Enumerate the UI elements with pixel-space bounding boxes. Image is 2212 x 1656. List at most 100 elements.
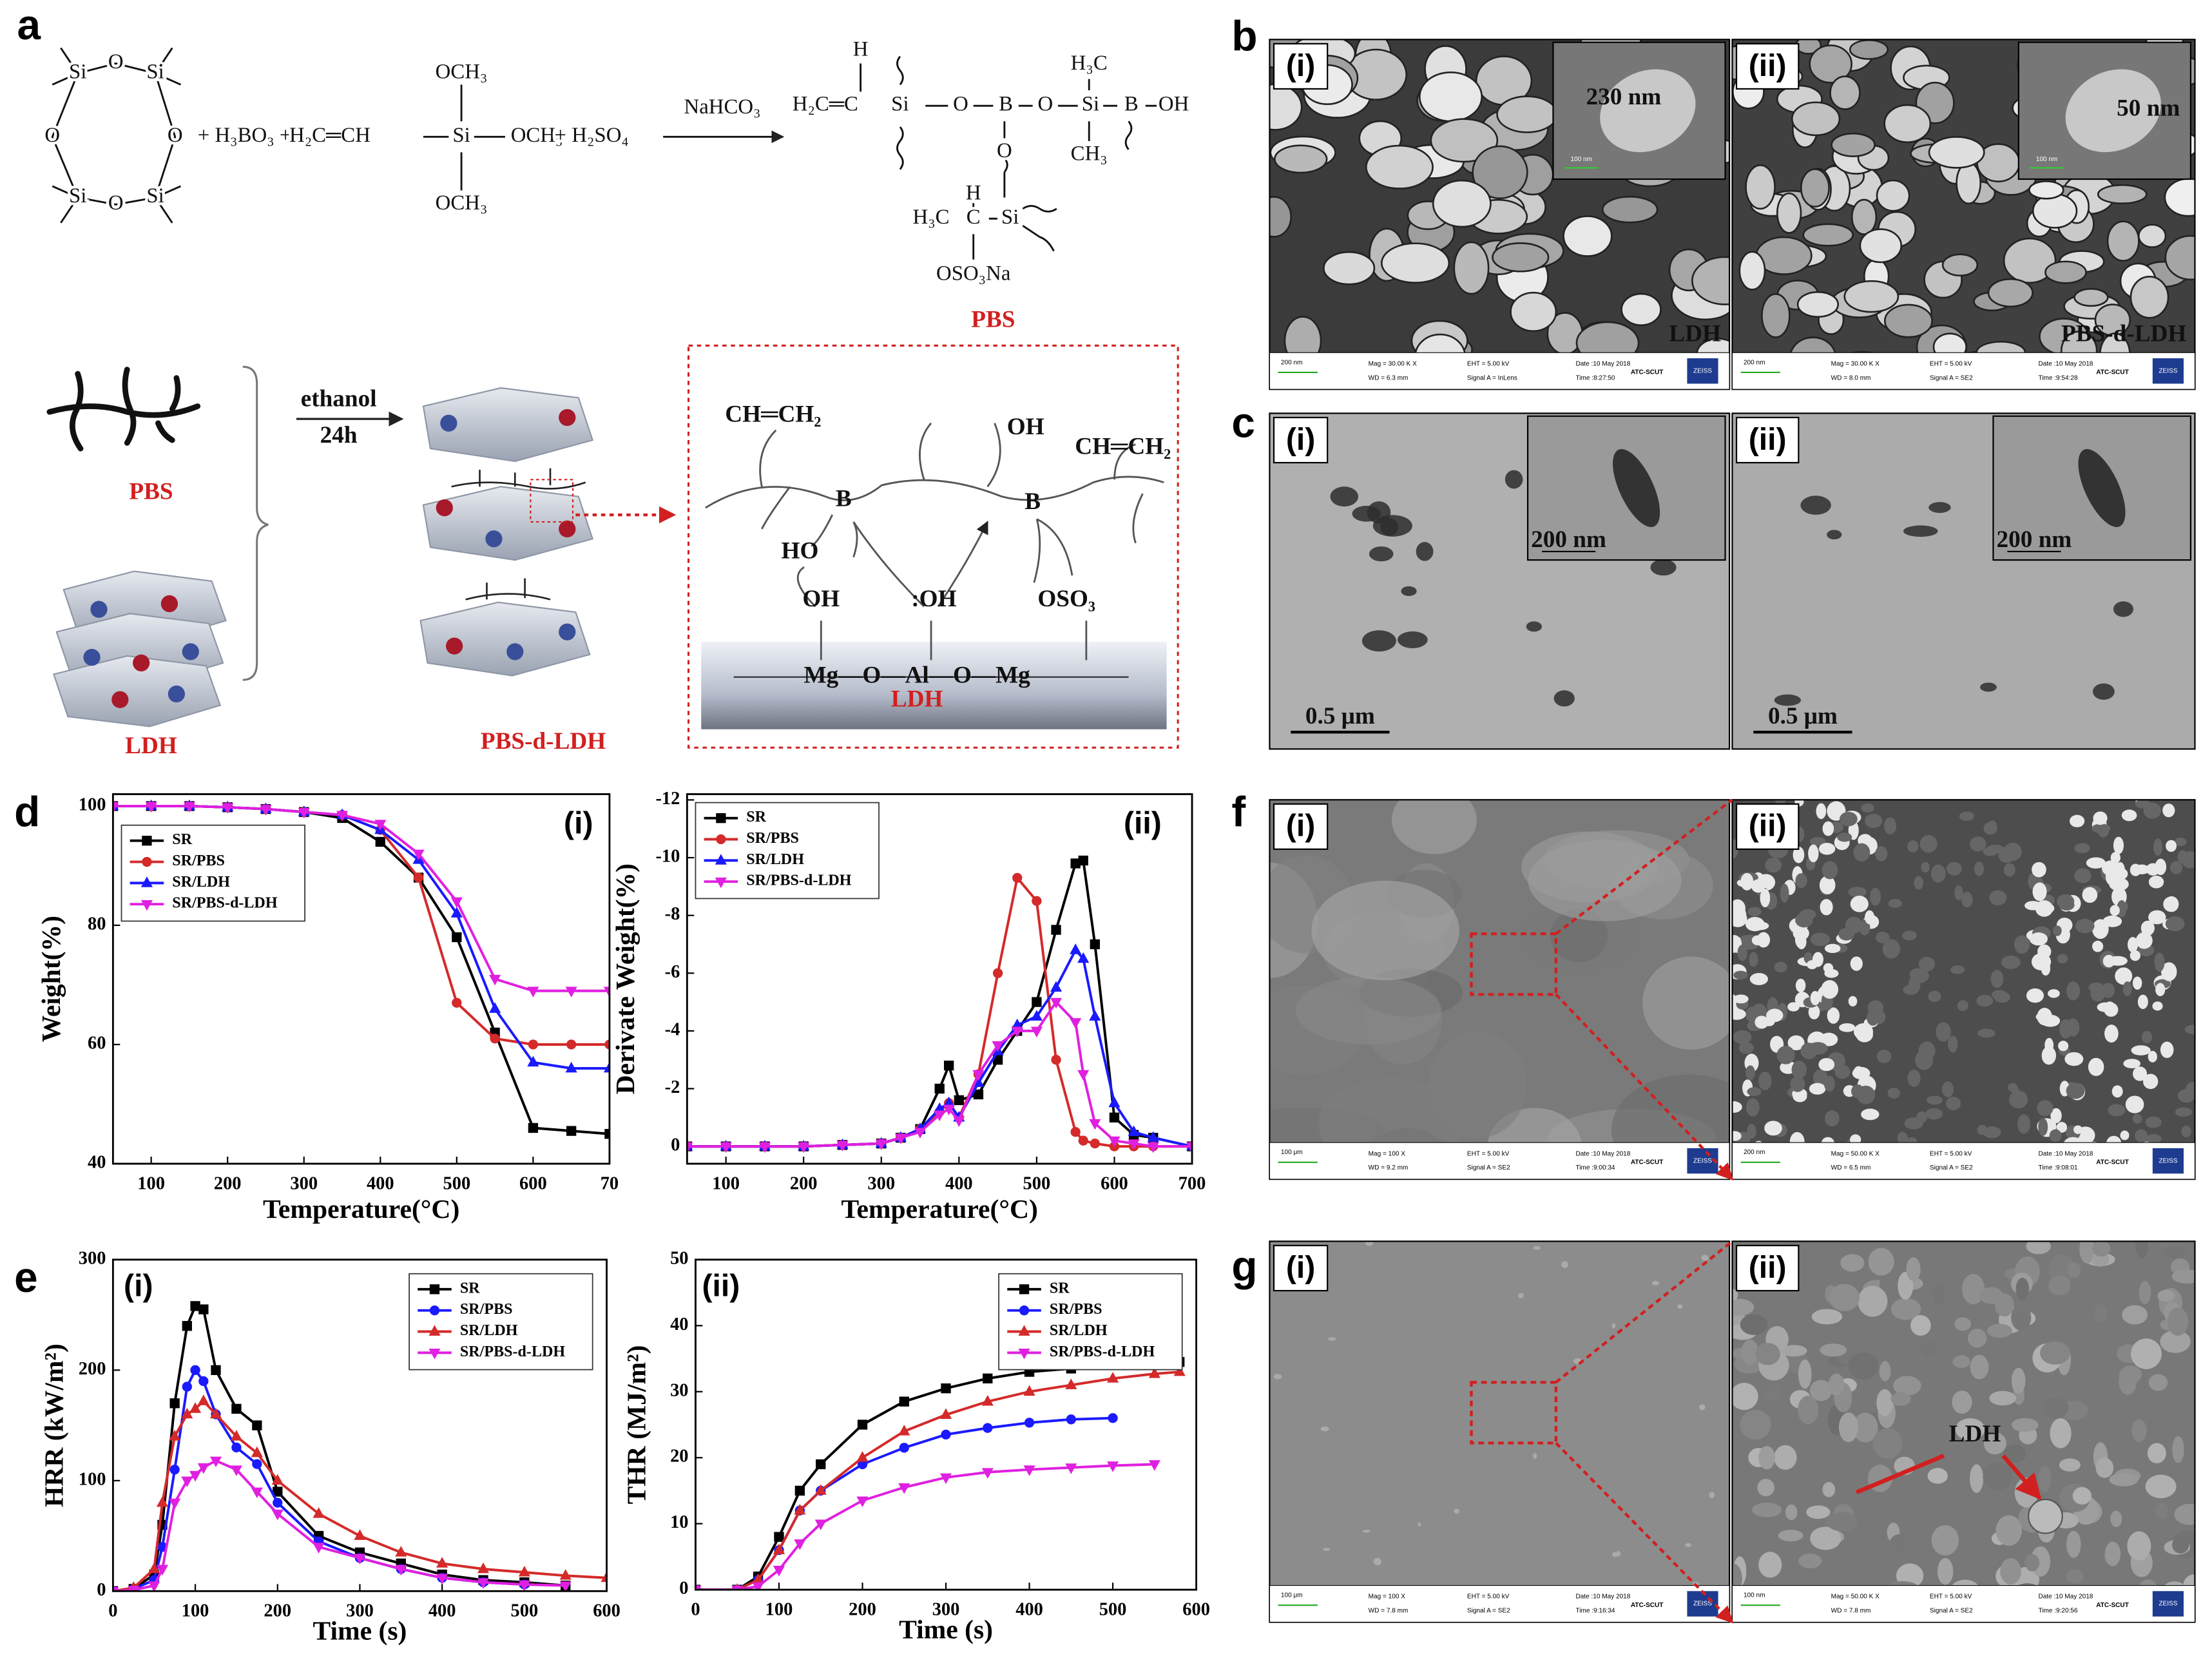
label: ZEISS: [1693, 1157, 1712, 1164]
texture: [1747, 907, 1762, 917]
label: 230 nm: [1586, 84, 1662, 110]
label: OCH₃: [511, 124, 563, 147]
label: SR: [172, 831, 192, 848]
texture: [1496, 95, 1558, 133]
marker: [527, 987, 539, 997]
texture: [2110, 905, 2120, 916]
texture: [1365, 144, 1434, 189]
x-tick-label: 400: [367, 1173, 394, 1193]
label: SR/LDH: [1050, 1322, 1108, 1339]
scheme-bonds: [51, 47, 1157, 260]
texture: [1806, 1505, 1831, 1519]
marker: [1051, 925, 1061, 935]
logo: [2152, 1148, 2184, 1174]
texture: [1850, 956, 1863, 971]
zoom-box: [1470, 1381, 1558, 1445]
texture: [2125, 1095, 2144, 1113]
label: SR/PBS: [746, 830, 799, 847]
texture: [1510, 291, 1557, 332]
texture: [1829, 1284, 1860, 1312]
texture: [1864, 814, 1883, 829]
texture: [2066, 1083, 2085, 1099]
texture: [2070, 814, 2085, 827]
texture: [2032, 882, 2047, 901]
label: 100 μm: [1281, 1592, 1303, 1599]
marker: [814, 1484, 827, 1495]
marker: [758, 1142, 771, 1153]
texture: [2146, 863, 2160, 876]
label: Date :10 May 2018: [2038, 1593, 2093, 1601]
texture: [2040, 1341, 2070, 1365]
plot-frame: [111, 793, 611, 1165]
texture: [2093, 811, 2108, 825]
texture: [2073, 1125, 2082, 1134]
label: ATC-SCUT: [1631, 369, 1664, 376]
label: O: [108, 191, 124, 215]
texture: [2181, 1125, 2191, 1138]
texture: [1273, 1374, 1282, 1380]
marker: [230, 1465, 242, 1476]
label: 200 nm: [1281, 359, 1303, 366]
texture: [1749, 973, 1768, 985]
texture: [1418, 71, 1483, 122]
texture: [2108, 956, 2128, 966]
texture: [1733, 994, 1749, 1004]
series-line: [687, 999, 1193, 1148]
texture: [2088, 1057, 2104, 1077]
texture: [2031, 953, 2052, 971]
marker: [1077, 952, 1090, 963]
marker: [1090, 939, 1100, 950]
texture: [2175, 1107, 2192, 1117]
texture: [1553, 690, 1575, 707]
label: f: [1231, 789, 1245, 836]
marker: [252, 1459, 262, 1469]
y-tick-label: -8: [665, 904, 680, 924]
marker: [1147, 1142, 1159, 1153]
texture: [2041, 1046, 2057, 1065]
texture: [1884, 817, 1897, 835]
x-tick-label: 300: [867, 1173, 895, 1193]
texture: [1916, 1111, 1927, 1123]
texture: [2119, 1365, 2142, 1384]
texture: [2145, 1116, 2162, 1128]
texture: [2164, 235, 2195, 281]
marker: [899, 1396, 909, 1407]
texture: [1650, 559, 1677, 576]
x-tick-label: 200: [849, 1599, 876, 1619]
label: SR/PBS-d-LDH: [460, 1343, 566, 1360]
label: LDH: [125, 733, 177, 759]
marker: [1108, 1413, 1118, 1423]
marker: [181, 1407, 193, 1419]
marker: [814, 1519, 827, 1530]
texture: [2132, 1066, 2148, 1081]
brace: [242, 365, 269, 681]
texture: [1778, 1530, 1803, 1542]
marker: [1066, 1414, 1076, 1425]
label: Time (s): [899, 1614, 993, 1644]
texture: [1432, 179, 1492, 228]
marker: [720, 1142, 732, 1153]
tag-box: [1735, 416, 1800, 464]
label: SR/PBS-d-LDH: [746, 872, 852, 889]
texture: [1819, 876, 1836, 895]
texture: [2146, 1133, 2162, 1144]
texture: [2174, 1503, 2195, 1525]
y-tick-label: 30: [670, 1380, 688, 1400]
texture: [1990, 970, 2004, 988]
label: EHT = 5.00 kV: [1930, 1593, 1972, 1601]
label: OSO₃: [1037, 586, 1095, 612]
x-tick-label: 500: [1023, 1173, 1051, 1193]
texture: [1732, 1289, 1738, 1302]
marker: [934, 1083, 945, 1094]
marker: [941, 1383, 951, 1394]
label: Temperature(°C): [842, 1194, 1038, 1224]
plot-frame: [695, 1258, 1198, 1591]
marker: [943, 1104, 955, 1116]
marker: [914, 1128, 927, 1139]
texture: [2148, 1050, 2157, 1063]
texture: [2161, 962, 2177, 981]
texture: [1921, 862, 1930, 872]
marker: [436, 1574, 448, 1584]
label: (ii): [1749, 809, 1787, 843]
texture: [1918, 1041, 1936, 1061]
